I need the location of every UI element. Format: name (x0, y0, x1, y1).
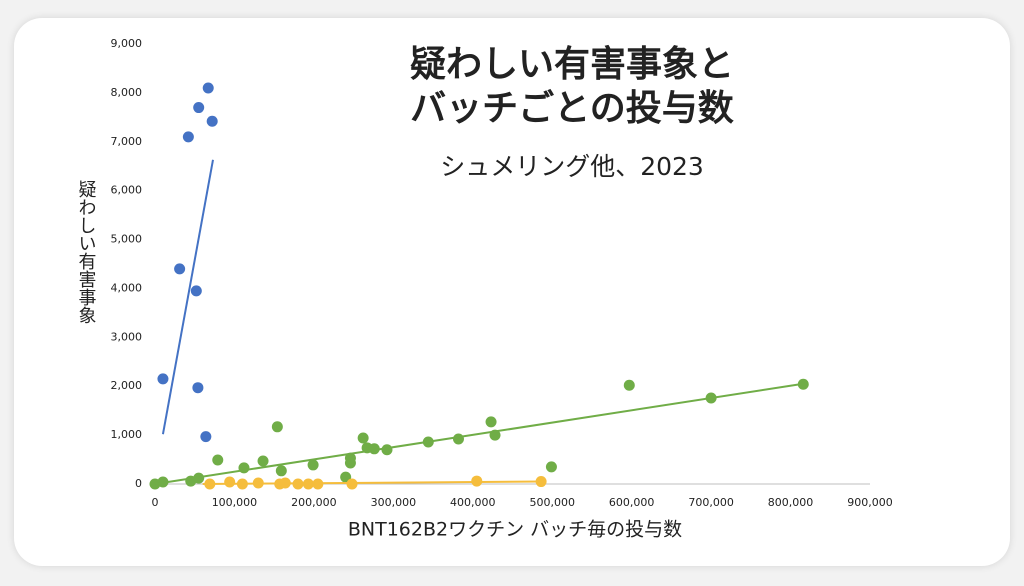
point (212, 454, 224, 466)
point (224, 476, 236, 488)
point (485, 416, 497, 428)
trendline (154, 382, 804, 485)
x-axis-label: BNT162B2ワクチン バッチ毎の投与数 (348, 519, 682, 541)
x-tick-label: 700,000 (688, 496, 734, 509)
y-tick-label: 3,000 (111, 330, 143, 343)
x-tick-label: 100,000 (212, 496, 258, 509)
point (157, 373, 169, 385)
x-tick-label: 600,000 (609, 496, 655, 509)
card (14, 18, 1010, 566)
y-tick-label: 5,000 (111, 233, 143, 246)
chart-subtitle: シュメリング他、2023 (440, 152, 704, 181)
point (193, 102, 205, 114)
y-tick-label: 9,000 (111, 37, 143, 50)
point (174, 263, 186, 275)
y-tick-label: 6,000 (111, 184, 143, 197)
point (271, 421, 283, 433)
point (452, 433, 464, 445)
y-tick-label: 7,000 (111, 135, 143, 148)
x-tick-label: 200,000 (291, 496, 337, 509)
point (357, 432, 369, 444)
y-tick-label: 4,000 (111, 281, 143, 294)
y-tick-label: 8,000 (111, 86, 143, 99)
y-tick-label: 0 (135, 477, 142, 490)
point (202, 82, 214, 94)
point (257, 455, 269, 467)
point (368, 443, 380, 455)
point (182, 131, 194, 143)
x-tick-label: 300,000 (371, 496, 417, 509)
point (275, 465, 287, 477)
x-tick-label: 0 (152, 496, 159, 509)
x-tick-label: 500,000 (529, 496, 575, 509)
trendline (161, 159, 214, 435)
y-tick-label: 1,000 (111, 428, 143, 441)
point (192, 382, 204, 394)
point (200, 431, 212, 443)
x-tick-label: 800,000 (768, 496, 814, 509)
chart-title: バッチごとの投与数 (410, 88, 734, 129)
point (381, 444, 393, 456)
point (545, 461, 557, 473)
point (190, 285, 202, 297)
point (346, 478, 358, 490)
x-tick-label: 400,000 (450, 496, 496, 509)
trendline (202, 480, 542, 485)
point (307, 459, 319, 471)
y-tick-label: 2,000 (111, 379, 143, 392)
y-axis-label: 疑わしい有害事象 (76, 180, 97, 324)
chart-title: 疑わしい有害事象と (410, 44, 734, 85)
point (344, 452, 356, 464)
point (206, 115, 218, 127)
point (623, 379, 635, 391)
x-tick-label: 900,000 (847, 496, 893, 509)
